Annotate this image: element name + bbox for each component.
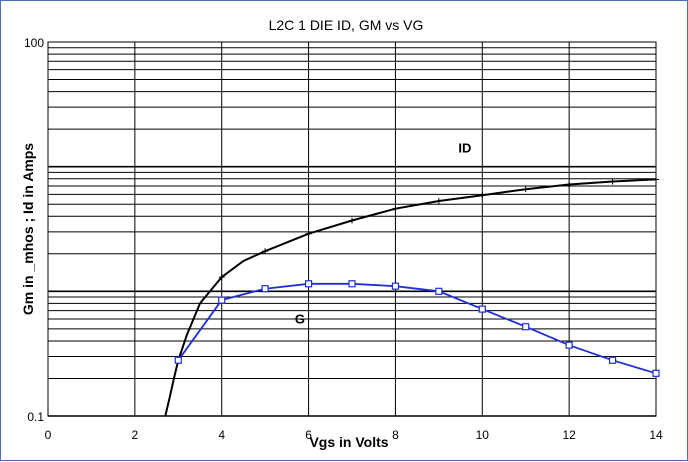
data-point-g [391,282,400,290]
data-point-g [348,280,356,288]
data-point-g [565,341,573,349]
x-tick-label: 4 [218,428,225,442]
data-point-g [261,285,269,293]
data-point-id [392,205,399,212]
data-point-g [304,280,313,288]
data-point-id [262,248,269,255]
data-point-id [305,230,312,237]
series-line-id [164,178,657,417]
data-point-id [566,181,573,188]
series-label-g: G [295,312,305,327]
series-line-g [177,282,657,375]
x-tick-label: 2 [132,428,139,442]
data-point-id [479,192,486,199]
series-label-id: ID [458,140,471,155]
tick-labels: 0 2 4 6 8 10 12 14 100 0.1 [24,36,663,442]
plot-area [47,41,657,417]
data-point-g [522,323,530,331]
x-tick-label: 10 [476,428,490,442]
data-point-id [435,198,442,205]
data-point-g [218,296,226,304]
data-point-id [218,274,225,281]
data-point-g [608,356,617,364]
x-tick-label: 8 [392,428,399,442]
x-tick-label: 0 [45,428,52,442]
data-point-g [174,356,182,364]
chart-title: L2C 1 DIE ID, GM vs VG [269,17,424,33]
grid [47,42,657,417]
y-tick-label: 0.1 [27,410,44,424]
annotations: ID G [295,140,472,326]
y-axis-label: Gm in _mhos ; Id in Amps [20,143,36,315]
data-point-id [522,186,529,193]
x-tick-label: 6 [305,428,312,442]
data-point-id [349,217,355,224]
data-point-g [478,305,486,313]
x-tick-label: 12 [562,428,576,442]
x-axis-label: Vgs in Volts [309,434,388,450]
x-tick-label: 14 [649,428,663,442]
y-tick-label: 100 [24,36,44,50]
data-point-g [652,369,660,377]
data-point-id [609,178,616,185]
series-layer [164,176,660,417]
data-point-g [435,287,443,295]
data-point-id [653,176,659,183]
